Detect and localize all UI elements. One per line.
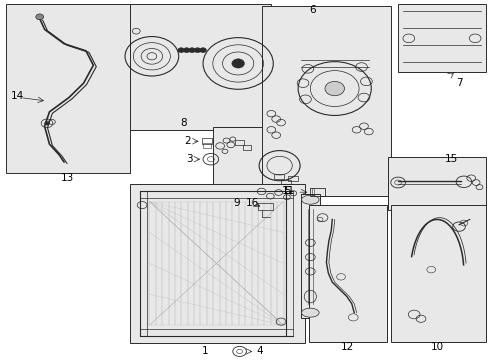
Circle shape: [194, 48, 201, 53]
Ellipse shape: [301, 195, 319, 204]
Bar: [5, 4, 130, 173]
Bar: [261, 6, 390, 196]
Text: 8: 8: [180, 118, 186, 128]
Bar: [390, 205, 485, 342]
Text: 4: 4: [256, 346, 263, 356]
Text: 3: 3: [186, 154, 192, 164]
Bar: [258, 203, 272, 211]
Text: 14: 14: [11, 91, 24, 102]
Bar: [309, 205, 386, 342]
Bar: [273, 174, 283, 179]
Bar: [203, 143, 210, 148]
Circle shape: [199, 48, 206, 53]
Circle shape: [177, 48, 184, 53]
Text: 10: 10: [429, 342, 443, 352]
Text: 11: 11: [281, 186, 294, 197]
Circle shape: [44, 122, 49, 125]
Ellipse shape: [301, 308, 319, 317]
Circle shape: [36, 14, 43, 20]
Text: 6: 6: [309, 5, 315, 15]
Bar: [130, 184, 305, 343]
Bar: [130, 4, 271, 130]
Bar: [387, 157, 485, 211]
Text: 7: 7: [455, 78, 462, 88]
Bar: [235, 140, 244, 145]
Text: 13: 13: [61, 173, 74, 183]
Text: 15: 15: [444, 154, 457, 164]
Circle shape: [231, 59, 244, 68]
Bar: [310, 188, 325, 196]
Text: 1: 1: [202, 346, 208, 356]
Bar: [281, 180, 290, 184]
Text: 2: 2: [183, 136, 190, 146]
Bar: [242, 145, 251, 150]
Circle shape: [188, 48, 195, 53]
Bar: [212, 127, 305, 207]
Bar: [201, 138, 212, 144]
Bar: [288, 176, 298, 181]
Bar: [300, 194, 320, 318]
Text: 9: 9: [233, 198, 240, 208]
Circle shape: [325, 81, 344, 96]
Circle shape: [183, 48, 190, 53]
Text: 5: 5: [284, 186, 290, 196]
Bar: [397, 4, 485, 72]
Text: 12: 12: [341, 342, 354, 352]
Text: 16: 16: [245, 198, 259, 208]
